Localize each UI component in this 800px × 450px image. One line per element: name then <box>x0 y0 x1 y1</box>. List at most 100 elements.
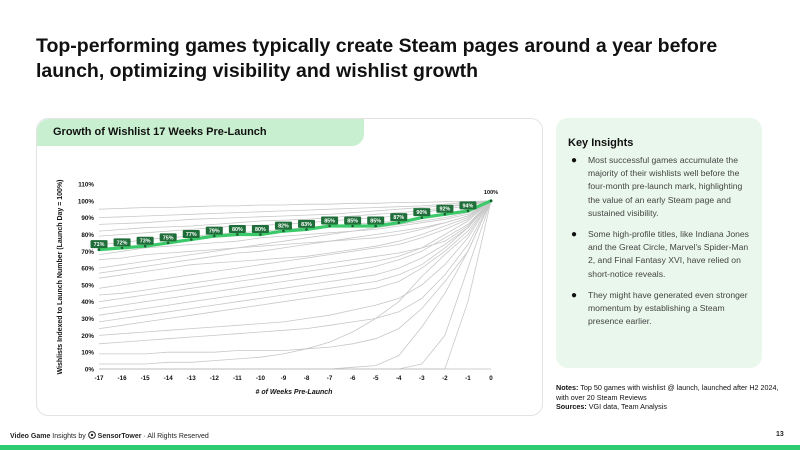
sensortower-logo-icon <box>87 431 96 439</box>
key-insights-panel: Key Insights ● Most successful games accu… <box>556 118 762 368</box>
background-series-line <box>99 200 492 365</box>
average-point <box>328 224 331 228</box>
data-label: 100% <box>484 190 498 196</box>
background-series-line <box>98 200 492 289</box>
average-series-line <box>97 199 493 252</box>
insight-text: Some high-profile titles, like Indiana J… <box>588 229 749 279</box>
background-series-line <box>98 200 492 225</box>
x-tick-label: -7 <box>327 375 333 382</box>
data-label-bg <box>228 224 246 233</box>
average-point <box>189 238 193 241</box>
y-tick-label: 100% <box>78 198 95 205</box>
y-tick-label: 70% <box>81 249 94 256</box>
average-point <box>443 212 447 216</box>
average-point <box>397 221 401 224</box>
x-tick-label: -13 <box>187 375 197 382</box>
data-label-bg <box>182 230 200 238</box>
background-series-line <box>98 200 492 261</box>
data-label-bg <box>436 204 454 213</box>
data-label-bg <box>159 233 177 242</box>
data-label: 72% <box>117 240 128 246</box>
x-axis-label: # of Weeks Pre-Launch <box>256 389 333 396</box>
bullet-icon: ● <box>571 155 578 166</box>
data-label-bg <box>298 219 316 228</box>
data-label: 73% <box>140 239 151 245</box>
x-tick-label: -10 <box>256 375 266 382</box>
chart-panel: Growth of Wishlist 17 Weeks Pre-Launch 7… <box>36 118 543 416</box>
y-tick-label: 0% <box>85 367 95 374</box>
data-label: 83% <box>301 222 312 228</box>
data-label: 75% <box>163 235 174 241</box>
y-axis-label: Wishlists Indexed to Launch Number (Laun… <box>57 179 64 374</box>
x-tick-label: -16 <box>118 375 128 382</box>
key-insights-list: ● Most successful games accumulate the ma… <box>568 154 754 336</box>
x-tick-label: -5 <box>373 375 379 382</box>
background-series-line <box>98 200 492 336</box>
brand-rest: Insights by <box>52 433 86 440</box>
x-tick-label: -4 <box>396 375 402 382</box>
average-point <box>143 244 147 248</box>
y-tick-label: 10% <box>81 350 94 357</box>
bullet-icon: ● <box>571 289 578 301</box>
y-tick-label: 40% <box>81 299 94 306</box>
footer-brand: Video Game Insights by SensorTower · All… <box>10 431 209 440</box>
data-label-bg <box>390 213 408 222</box>
page-title: Top-performing games typically create St… <box>36 35 718 82</box>
data-label: 85% <box>324 218 335 224</box>
chart-header-label: Growth of Wishlist 17 Weeks Pre-Launch <box>53 126 267 138</box>
y-tick-label: 30% <box>81 316 94 323</box>
background-series-line <box>98 200 492 279</box>
partner-name: SensorTower <box>97 433 142 440</box>
footer-accent-bar <box>0 445 800 450</box>
data-label-bg <box>321 216 339 225</box>
data-label: 94% <box>463 203 474 209</box>
chart-header: Growth of Wishlist 17 Weeks Pre-Launch <box>37 119 364 146</box>
x-tick-label: -8 <box>304 375 310 382</box>
brand-bold: Video Game <box>10 433 51 440</box>
data-label: 80% <box>232 227 243 233</box>
average-point <box>351 224 354 228</box>
background-series-line <box>98 200 492 303</box>
data-label-bg <box>205 226 223 235</box>
insight-text: Most successful games accumulate the maj… <box>588 155 743 218</box>
y-tick-label: 20% <box>81 333 94 340</box>
data-label: 92% <box>439 207 450 213</box>
x-tick-label: -1 <box>465 375 471 382</box>
insight-item: ● Some high-profile titles, like Indiana … <box>568 228 754 281</box>
bullet-icon: ● <box>571 229 578 241</box>
average-point <box>374 224 378 228</box>
page-number: 13 <box>776 431 784 438</box>
y-tick-label: 90% <box>81 215 94 222</box>
data-label: 90% <box>416 210 427 216</box>
data-label-bg <box>367 216 385 225</box>
background-series-line <box>99 200 492 355</box>
sources-text: VGI data, Team Analysis <box>588 402 667 412</box>
data-label: 85% <box>370 218 381 224</box>
x-tick-label: -3 <box>419 375 425 382</box>
x-tick-label: -6 <box>350 375 356 382</box>
data-label-bg <box>113 238 131 247</box>
average-point <box>212 234 216 238</box>
key-insights-heading: Key Insights <box>568 137 634 149</box>
y-tick-label: 60% <box>81 266 94 273</box>
data-label-bg <box>413 208 431 217</box>
insight-item: ● Most successful games accumulate the ma… <box>568 154 754 220</box>
x-tick-label: -2 <box>442 375 448 382</box>
background-series-line <box>98 200 492 274</box>
x-tick-label: -17 <box>94 375 104 382</box>
data-label-bg <box>136 236 154 245</box>
insight-item: ● They might have generated even stronger… <box>568 289 754 329</box>
sources-label: Sources: <box>556 402 587 412</box>
x-tick-label: -9 <box>281 375 287 382</box>
notes-text: Top 50 games with wishlist @ launch, lau… <box>556 383 779 402</box>
background-series-line <box>98 200 492 269</box>
data-label: 79% <box>209 229 220 235</box>
x-tick-label: -12 <box>210 375 220 382</box>
background-series-line <box>98 200 492 218</box>
background-series-line <box>98 200 492 323</box>
y-tick-label: 50% <box>81 282 94 289</box>
x-tick-label: -14 <box>164 375 174 382</box>
x-tick-label: -15 <box>141 375 151 382</box>
data-label: 85% <box>347 218 358 224</box>
average-point <box>236 233 239 236</box>
